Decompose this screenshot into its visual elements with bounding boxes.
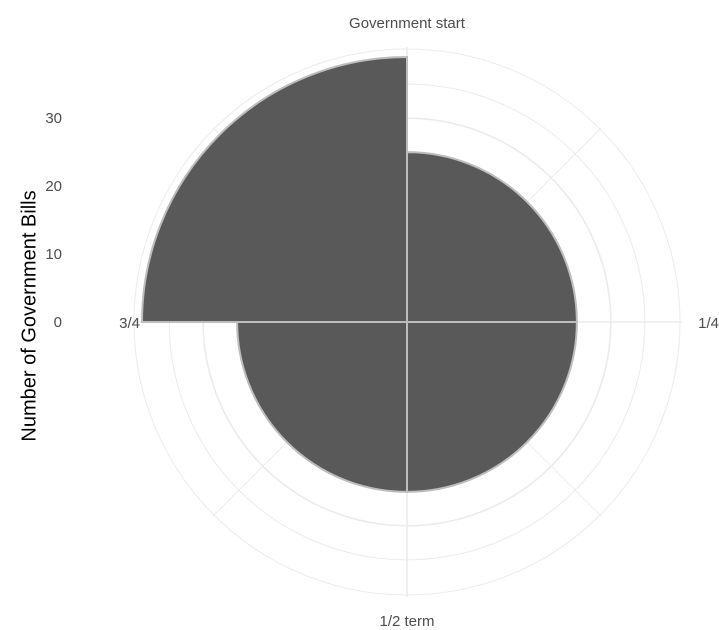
y-tick-label: 10 [45, 246, 62, 263]
bar-government-start [406, 151, 578, 323]
bar-1-4 [406, 321, 578, 493]
bar-3-4 [140, 55, 408, 323]
theta-label: Government start [349, 15, 466, 32]
bar-1-2-term [236, 321, 408, 493]
outer-gridline [133, 48, 681, 596]
y-tick-label: 20 [45, 178, 62, 195]
theta-label: 1/4 [698, 315, 719, 332]
bars [140, 55, 578, 493]
y-tick-label: 0 [54, 314, 62, 331]
labels: Government start 1/4 1/2 term 3/4 0 10 20 30 [45, 15, 719, 630]
theta-label: 1/2 term [379, 613, 434, 630]
theta-label: 3/4 [119, 315, 140, 332]
y-axis-title: Number of Government Bills [18, 190, 41, 442]
y-tick-label: 30 [45, 110, 62, 127]
